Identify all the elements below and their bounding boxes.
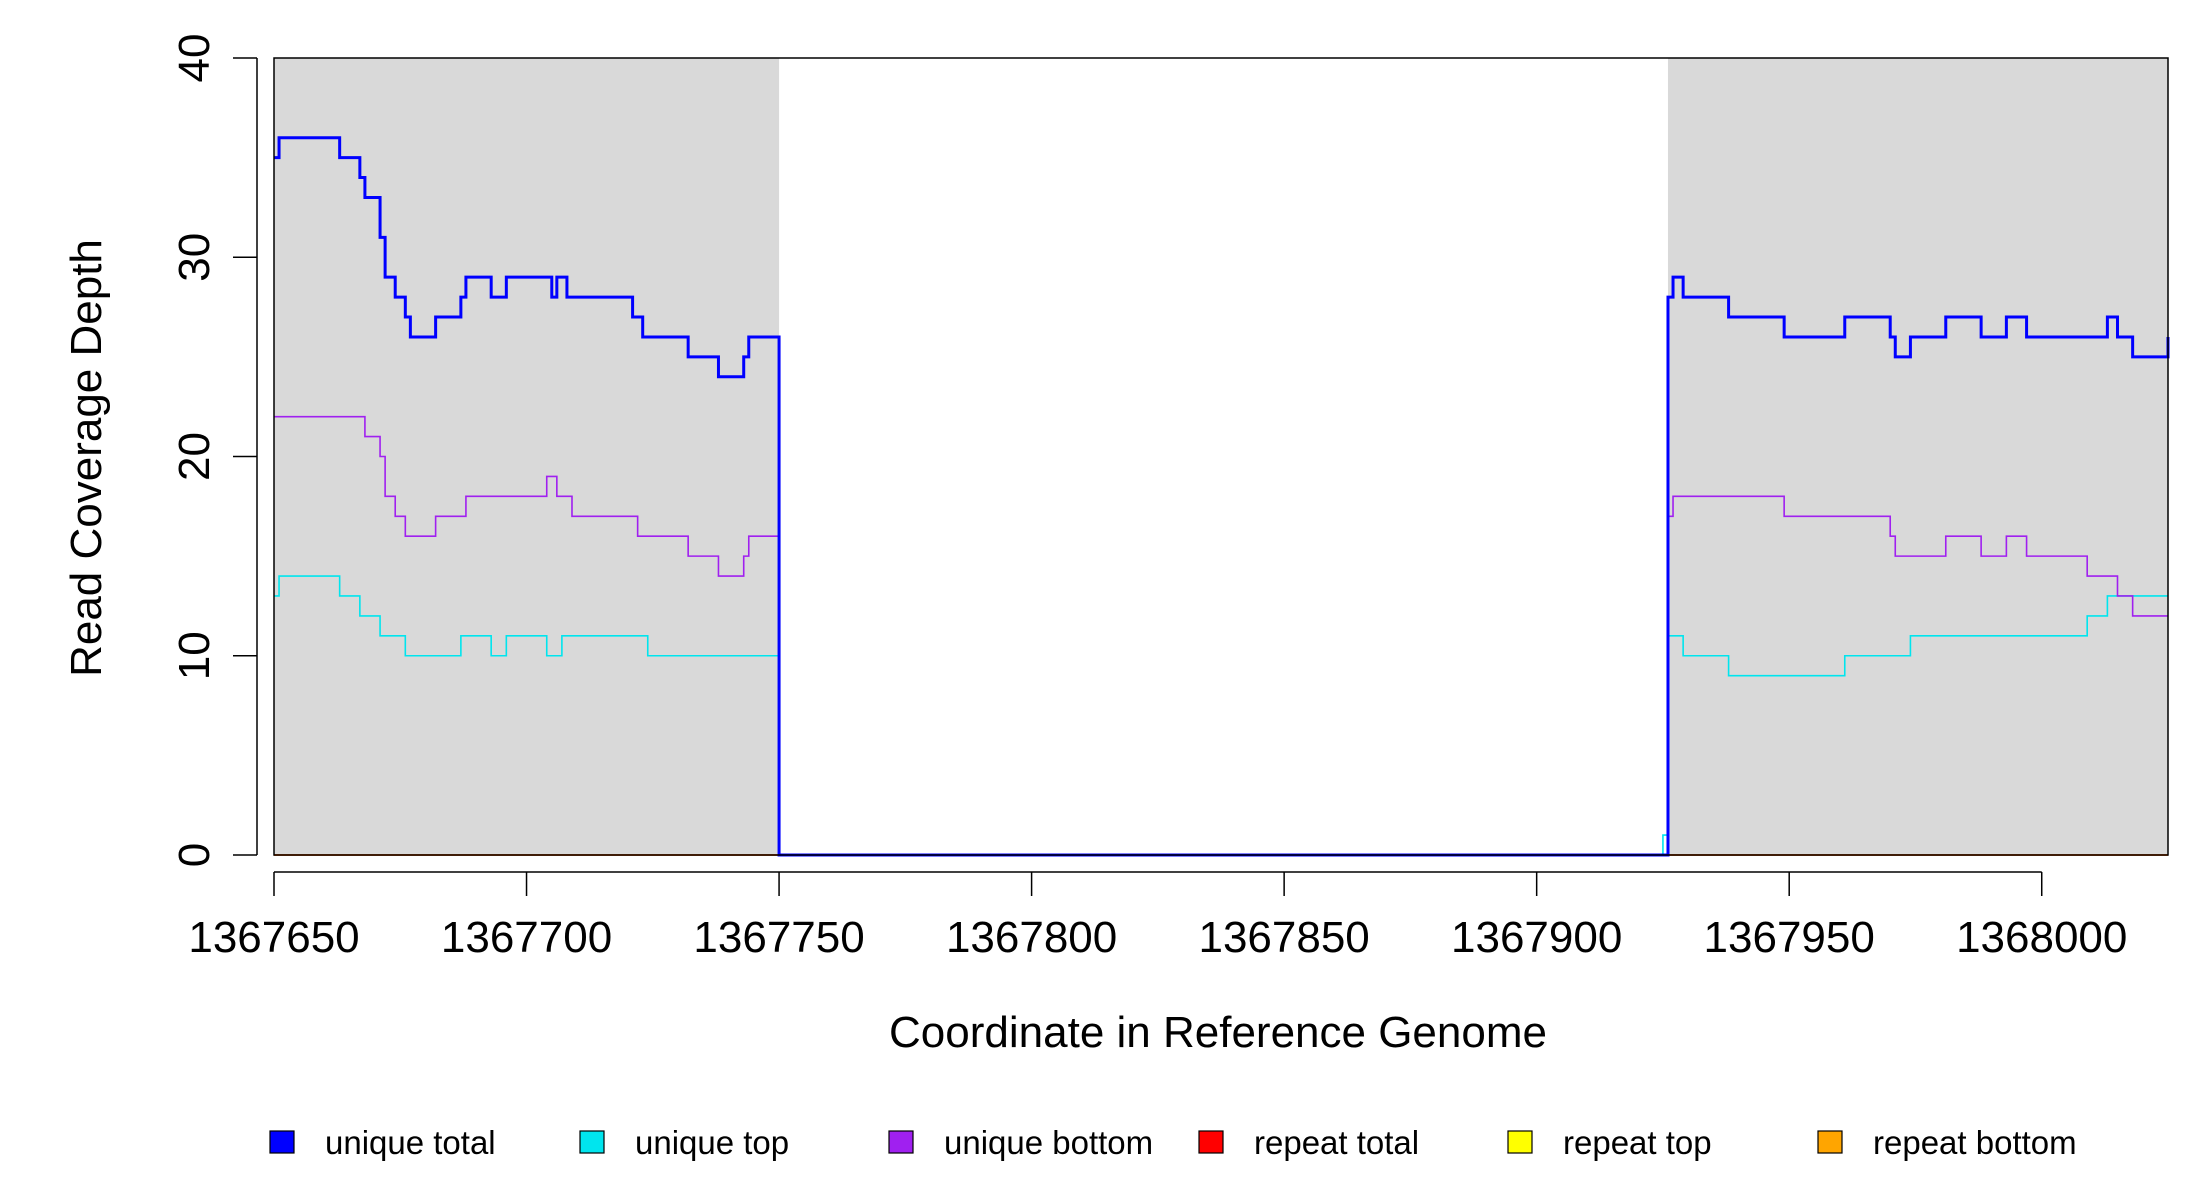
series-line-unique-total: [274, 136, 2170, 857]
series-line-unique-top: [274, 575, 2168, 856]
y-tick-label: 10: [170, 631, 219, 680]
y-axis: 0 10 20 30 40: [170, 34, 258, 867]
legend-label-repeat-top: repeat top: [1563, 1124, 1712, 1161]
x-tick-label: 1367700: [441, 913, 612, 962]
x-tick-label: 1367800: [946, 913, 1117, 962]
x-tick-label: 1367950: [1704, 913, 1875, 962]
legend-label-repeat-bottom: repeat bottom: [1873, 1124, 2077, 1161]
y-axis-title: Read Coverage Depth: [62, 239, 111, 677]
y-tick-label: 20: [170, 432, 219, 481]
x-axis: 1367650 1367700 1367750 1367800 1367850 13679…: [188, 871, 2127, 962]
legend-label-unique-total: unique total: [325, 1124, 496, 1161]
shaded-region-2: [1667, 58, 2168, 855]
legend-swatch-unique-top: [579, 1130, 605, 1154]
legend-swatch-repeat-top: [1507, 1130, 1533, 1154]
plot-frame: [273, 57, 2169, 856]
y-tick-label: 40: [170, 34, 219, 83]
legend-label-repeat-total: repeat total: [1254, 1124, 1419, 1161]
legend: unique total unique top unique bottom repea…: [269, 1124, 2077, 1161]
legend-label-unique-top: unique top: [635, 1124, 789, 1161]
x-tick-label: 1367900: [1451, 913, 1622, 962]
y-tick-label: 0: [170, 843, 219, 867]
y-tick-label: 30: [170, 233, 219, 282]
legend-swatch-repeat-bottom: [1817, 1130, 1843, 1154]
legend-label-unique-bottom: unique bottom: [944, 1124, 1153, 1161]
legend-swatch-repeat-total: [1198, 1130, 1224, 1154]
x-tick-label: 1367750: [693, 913, 864, 962]
legend-swatch-unique-bottom: [888, 1130, 914, 1154]
x-tick-label: 1367650: [188, 913, 359, 962]
legend-swatch-unique-total: [269, 1130, 295, 1154]
shaded-region-1: [274, 58, 780, 855]
x-axis-title: Coordinate in Reference Genome: [889, 1008, 1547, 1057]
x-tick-label: 1368000: [1956, 913, 2127, 962]
x-tick-label: 1367850: [1198, 913, 1369, 962]
shaded-regions: [274, 58, 2168, 855]
series-line-unique-bottom: [274, 415, 2168, 856]
